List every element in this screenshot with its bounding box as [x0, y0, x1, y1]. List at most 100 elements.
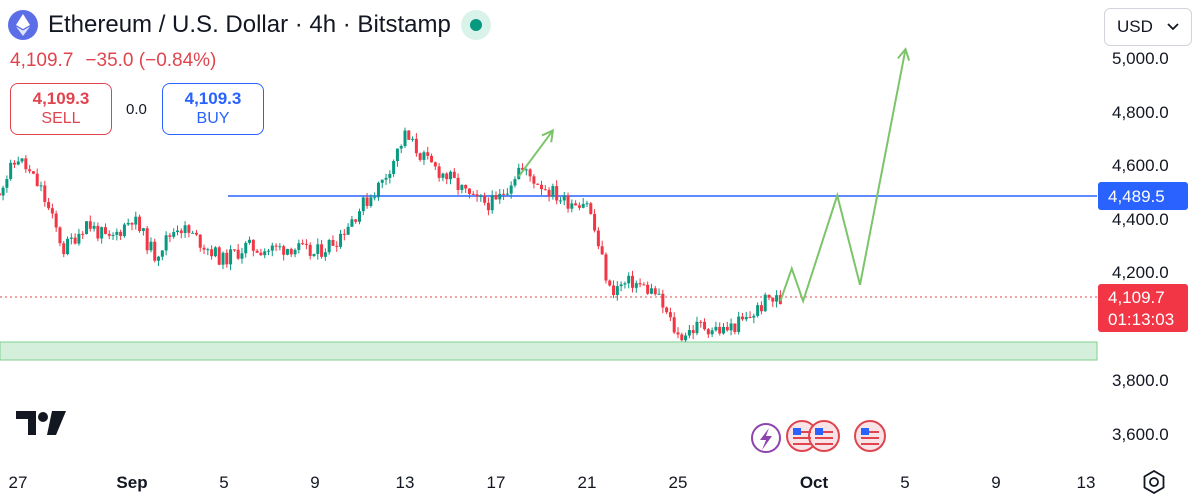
- y-tick: 4,400.0: [1112, 210, 1169, 229]
- tradingview-logo[interactable]: [16, 409, 68, 437]
- candle-body: [225, 252, 229, 265]
- candle-body: [248, 239, 252, 243]
- candle-body: [274, 245, 278, 247]
- support-zone: [0, 341, 1098, 361]
- candle-body: [756, 305, 760, 316]
- candle-body: [718, 326, 722, 334]
- candle-body: [187, 225, 191, 233]
- candle-body: [183, 225, 187, 234]
- projection-path[interactable]: [779, 48, 907, 305]
- candle-body: [608, 280, 612, 286]
- candle-body: [600, 246, 604, 255]
- candle-body: [437, 166, 441, 178]
- candle-body: [380, 179, 384, 183]
- candle-body: [604, 254, 608, 281]
- candle-body: [28, 169, 32, 172]
- x-tick: 5: [219, 473, 228, 492]
- candle-body: [775, 295, 779, 302]
- candle-body: [130, 222, 134, 225]
- candle-body: [50, 208, 54, 214]
- candle-body: [395, 148, 399, 162]
- candle-body: [278, 246, 282, 248]
- candle-body: [441, 173, 445, 178]
- candle-body: [229, 249, 233, 265]
- candle-body: [399, 146, 403, 149]
- candle-body: [194, 232, 198, 235]
- candle-body: [733, 323, 737, 332]
- resistance-price-tag: [1098, 182, 1188, 210]
- candle-body: [555, 186, 559, 201]
- candle-body: [141, 228, 145, 232]
- y-axis: 5,000.0 4,800.0 4,600.0 4,400.0 4,200.0 …: [1112, 49, 1169, 444]
- spread-value: 0.0: [126, 101, 147, 118]
- candle-body: [5, 179, 9, 188]
- sell-button[interactable]: 4,109.3 SELL: [10, 83, 112, 135]
- candle-body: [236, 249, 240, 259]
- x-tick: 17: [487, 473, 506, 492]
- y-tick: 3,600.0: [1112, 425, 1169, 444]
- candle-body: [323, 252, 327, 257]
- candle-body: [691, 330, 695, 334]
- x-tick: 13: [1077, 473, 1096, 492]
- candle-body: [373, 197, 377, 199]
- y-tick: 4,800.0: [1112, 103, 1169, 122]
- x-tick: 25: [669, 473, 688, 492]
- candle-body: [96, 225, 100, 239]
- candle-body: [661, 293, 665, 308]
- candle-body: [107, 233, 111, 236]
- candle-body: [153, 241, 157, 261]
- candle-body: [301, 243, 305, 245]
- ethereum-icon: [8, 10, 38, 40]
- candle-body: [58, 227, 62, 244]
- bar-countdown: 01:13:03: [1108, 310, 1174, 329]
- candle-body: [577, 205, 581, 208]
- candle-body: [202, 247, 206, 250]
- candle-body: [304, 243, 308, 245]
- candle-body: [308, 244, 312, 256]
- candle-body: [168, 235, 172, 237]
- gear-icon[interactable]: [1142, 470, 1166, 494]
- candle-body: [502, 193, 506, 195]
- candle-body: [403, 130, 407, 147]
- candle-body: [43, 185, 47, 202]
- last-price: 4,109.7: [10, 50, 74, 71]
- candle-body: [0, 192, 1, 196]
- candle-body: [157, 256, 161, 261]
- candle-body: [517, 167, 521, 180]
- candle-body: [771, 297, 775, 302]
- candle-body: [54, 213, 58, 228]
- candle-body: [92, 225, 96, 229]
- candle-body: [494, 195, 498, 200]
- symbol-title[interactable]: Ethereum / U.S. Dollar · 4h · Bitstamp: [48, 11, 451, 38]
- candle-body: [634, 283, 638, 288]
- candle-body: [31, 171, 35, 174]
- event-markers[interactable]: [751, 420, 886, 453]
- candle-body: [589, 203, 593, 214]
- projection-path[interactable]: [517, 129, 554, 178]
- candle-body: [81, 233, 85, 235]
- x-tick: 9: [991, 473, 1000, 492]
- candle-body: [16, 161, 20, 165]
- x-tick: 27: [9, 473, 28, 492]
- candle-body: [47, 201, 51, 209]
- candle-body: [513, 179, 517, 186]
- candle-body: [267, 250, 270, 252]
- candle-body: [509, 185, 513, 194]
- candle-body: [289, 248, 293, 255]
- candle-body: [703, 321, 707, 330]
- candle-body: [581, 203, 585, 208]
- candle-body: [285, 248, 289, 255]
- candle-body: [411, 138, 415, 140]
- candle-body: [668, 312, 672, 318]
- candle-body: [422, 152, 426, 160]
- candle-body: [85, 221, 88, 235]
- currency-selector[interactable]: USD: [1104, 8, 1192, 46]
- price-change: −35.0 (−0.84%): [85, 50, 217, 71]
- candle-body: [585, 203, 589, 205]
- candle-body: [612, 285, 616, 296]
- candle-body: [176, 230, 179, 233]
- x-tick: 13: [396, 473, 415, 492]
- buy-button[interactable]: 4,109.3 BUY: [162, 83, 264, 135]
- candle-body: [217, 247, 221, 265]
